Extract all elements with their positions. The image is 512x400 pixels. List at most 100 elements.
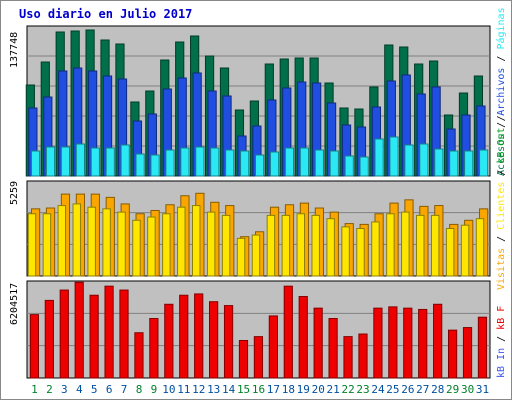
bar-pginas bbox=[195, 146, 205, 177]
bar-pginas bbox=[105, 147, 115, 177]
bar-kb bbox=[149, 318, 159, 379]
bar-pginas bbox=[150, 154, 160, 177]
x-tick-label: 29 bbox=[446, 383, 459, 396]
bar-pginas bbox=[180, 147, 190, 177]
bar-kb bbox=[462, 327, 473, 379]
bar-clientes bbox=[117, 211, 126, 277]
bar-kb bbox=[373, 307, 383, 379]
bar-clientes bbox=[326, 218, 335, 277]
legend-entry: kB F bbox=[496, 306, 507, 330]
bar-kb bbox=[179, 294, 189, 379]
x-tick-label: 17 bbox=[267, 383, 280, 396]
x-tick-label: 23 bbox=[356, 383, 369, 396]
bar-clientes bbox=[356, 228, 365, 277]
bar-kb bbox=[283, 285, 293, 379]
x-tick-label: 3 bbox=[61, 383, 68, 396]
x-tick-label: 26 bbox=[401, 383, 414, 396]
x-tick-label: 6 bbox=[106, 383, 113, 396]
bar-pginas bbox=[135, 153, 145, 177]
bar-kb bbox=[388, 306, 398, 379]
bar-pginas bbox=[479, 149, 489, 177]
legend-entry: kB In bbox=[496, 348, 507, 378]
x-tick-label: 19 bbox=[297, 383, 310, 396]
bar-pginas bbox=[75, 143, 85, 177]
bar-kb bbox=[104, 285, 114, 379]
bar-clientes bbox=[236, 237, 246, 277]
bar-pginas bbox=[284, 147, 295, 177]
bar-pginas bbox=[314, 149, 324, 177]
bar-clientes bbox=[177, 206, 186, 277]
bar-clientes bbox=[416, 214, 425, 277]
bar-pginas bbox=[269, 151, 280, 177]
x-tick-label: 13 bbox=[207, 383, 220, 396]
bar-pginas bbox=[419, 143, 429, 177]
bar-clientes bbox=[475, 218, 485, 277]
legend-entry: Visitas bbox=[496, 248, 507, 290]
bar-kb bbox=[44, 299, 54, 379]
x-tick-label: 9 bbox=[151, 383, 158, 396]
x-tick-label: 11 bbox=[177, 383, 190, 396]
bar-clientes bbox=[221, 214, 231, 277]
bar-clientes bbox=[27, 213, 37, 277]
legend-top: Accesos / Archivos / Páginas bbox=[495, 7, 507, 176]
bar-clientes bbox=[162, 213, 171, 277]
bar-pginas bbox=[240, 150, 250, 177]
bar-pginas bbox=[359, 156, 369, 177]
x-tick-label: 15 bbox=[237, 383, 250, 396]
bar-kb bbox=[238, 339, 249, 379]
bar-pginas bbox=[374, 138, 384, 177]
bar-kb bbox=[358, 333, 368, 379]
bar-clientes bbox=[42, 213, 52, 277]
bar-pginas bbox=[120, 144, 130, 177]
x-tick-label: 18 bbox=[282, 383, 295, 396]
bar-pginas bbox=[449, 150, 459, 177]
bar-kb bbox=[134, 332, 144, 379]
y-tick-label-top: 137748 bbox=[9, 32, 20, 68]
bar-clientes bbox=[132, 219, 141, 277]
bar-pginas bbox=[255, 154, 265, 177]
bar-pginas bbox=[404, 144, 414, 177]
bar-kb bbox=[447, 329, 458, 379]
bar-pginas bbox=[464, 150, 474, 177]
x-tick-label: 2 bbox=[46, 383, 53, 396]
bar-pginas bbox=[60, 146, 71, 177]
bar-clientes bbox=[296, 213, 306, 277]
x-tick-label: 4 bbox=[76, 383, 83, 396]
x-tick-label: 21 bbox=[327, 383, 340, 396]
bar-pginas bbox=[434, 148, 444, 177]
x-tick-label: 31 bbox=[476, 383, 489, 396]
bar-kb bbox=[253, 336, 264, 379]
bar-kb bbox=[313, 307, 323, 379]
bar-pginas bbox=[344, 155, 354, 177]
legend-entry: Páginas bbox=[495, 7, 507, 49]
bar-pginas bbox=[329, 150, 339, 177]
bar-clientes bbox=[57, 205, 67, 277]
page-title: Uso diario en Julio 2017 bbox=[19, 7, 193, 21]
legend-entry: / bbox=[496, 116, 507, 134]
legend-middle: Visitas / Clientes / kB Out / bbox=[496, 115, 507, 290]
bar-clientes bbox=[460, 224, 470, 277]
x-tick-label: 28 bbox=[431, 383, 444, 396]
x-tick-label: 14 bbox=[222, 383, 236, 396]
bar-clientes bbox=[147, 216, 156, 277]
bar-kb bbox=[328, 318, 338, 379]
bar-clientes bbox=[401, 211, 410, 277]
legend-entry: Archivos bbox=[496, 68, 507, 116]
bar-pginas bbox=[225, 149, 235, 177]
bar-kb bbox=[223, 305, 234, 379]
bar-clientes bbox=[281, 214, 291, 277]
x-tick-label: 5 bbox=[91, 383, 98, 396]
bar-kb bbox=[59, 289, 69, 379]
bar-pginas bbox=[299, 147, 310, 177]
legend-entry: Accesos bbox=[496, 134, 507, 176]
bar-clientes bbox=[191, 205, 201, 277]
bar-kb bbox=[433, 303, 443, 379]
bar-clientes bbox=[251, 234, 261, 277]
x-tick-label: 22 bbox=[341, 383, 354, 396]
bar-pginas bbox=[90, 147, 100, 177]
bar-pginas bbox=[210, 147, 220, 177]
legend-entry: / bbox=[496, 330, 507, 348]
y-tick-label-bottom: 6204517 bbox=[9, 283, 20, 325]
x-tick-label: 24 bbox=[371, 383, 385, 396]
bar-pginas bbox=[45, 146, 56, 177]
